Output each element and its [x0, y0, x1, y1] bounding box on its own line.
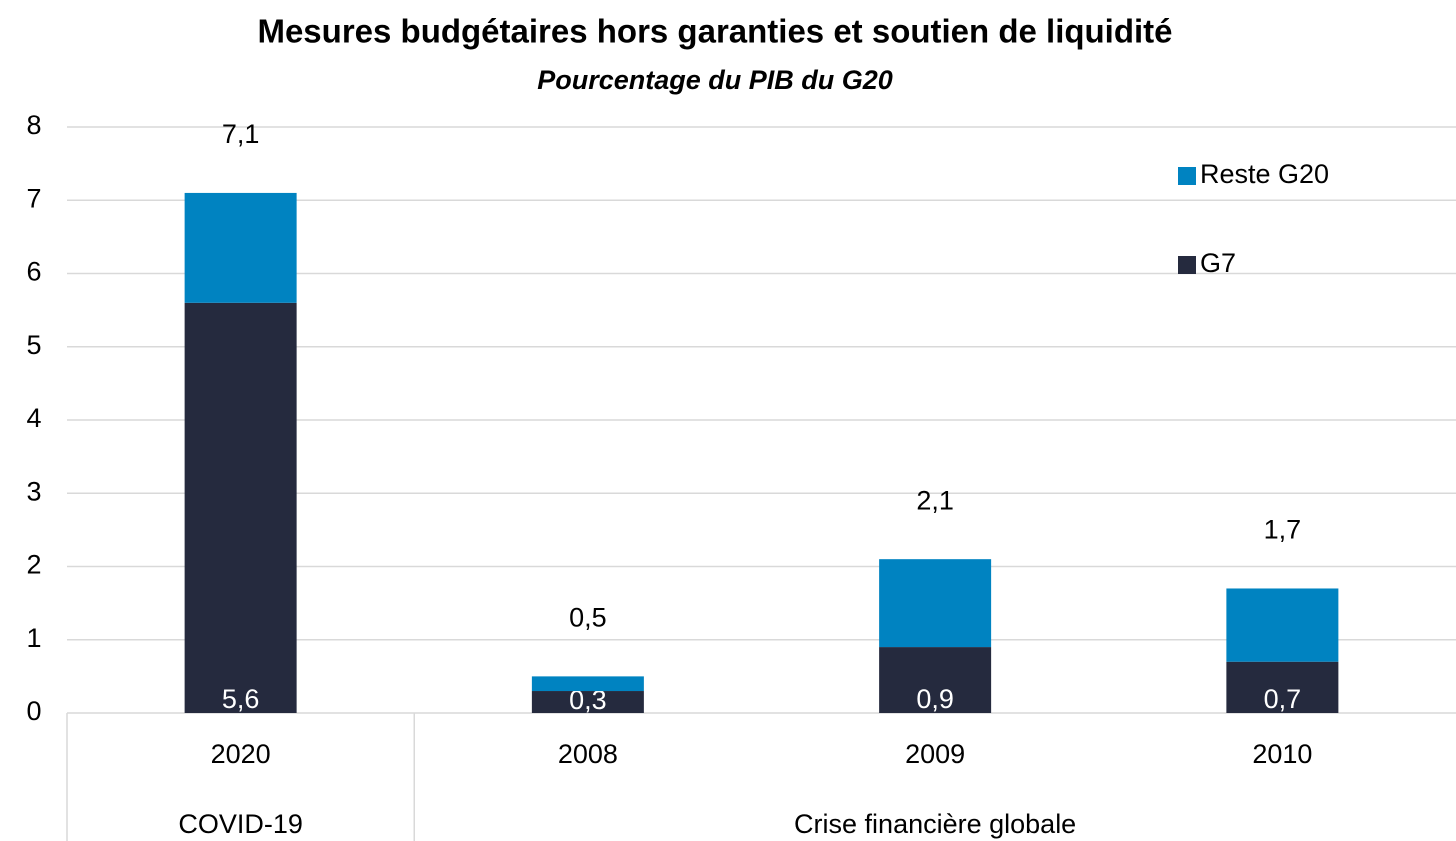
bar-segment [1226, 661, 1339, 713]
legend-label: Reste G20 [1200, 159, 1329, 189]
value-label: 5,6 [222, 684, 260, 714]
bar-segment [879, 559, 992, 648]
x-tick-label: 2009 [905, 739, 965, 769]
total-label: 7,1 [222, 119, 260, 149]
legend-label: G7 [1200, 248, 1236, 278]
x-tick-label: 2020 [211, 739, 271, 769]
bar-segment [531, 676, 644, 692]
x-tick-label: 2010 [1252, 739, 1312, 769]
y-tick-label: 4 [26, 403, 41, 433]
total-label: 2,1 [916, 485, 954, 515]
y-tick-label: 0 [26, 696, 41, 726]
total-label: 0,5 [569, 603, 607, 633]
chart-title: Mesures budgétaires hors garanties et so… [257, 13, 1172, 50]
bar-segment [1226, 588, 1339, 662]
y-tick-label: 6 [26, 257, 41, 287]
group-label: COVID-19 [178, 809, 303, 839]
y-tick-label: 8 [26, 110, 41, 140]
y-tick-label: 1 [26, 623, 41, 653]
x-tick-label: 2008 [558, 739, 618, 769]
y-tick-label: 2 [26, 550, 41, 580]
y-tick-label: 3 [26, 476, 41, 506]
value-label: 0,9 [916, 684, 954, 714]
bar-segment [184, 302, 297, 713]
legend-swatch [1178, 167, 1196, 185]
bar-segment [184, 192, 297, 303]
bar-segment [879, 647, 992, 713]
y-tick-label: 5 [26, 330, 41, 360]
bar-segment [531, 691, 644, 713]
total-label: 1,7 [1264, 515, 1302, 545]
group-label: Crise financière globale [794, 809, 1076, 839]
y-tick-label: 7 [26, 183, 41, 213]
legend-swatch [1178, 256, 1196, 274]
value-label: 0,7 [1264, 684, 1302, 714]
chart-subtitle: Pourcentage du PIB du G20 [537, 65, 893, 95]
